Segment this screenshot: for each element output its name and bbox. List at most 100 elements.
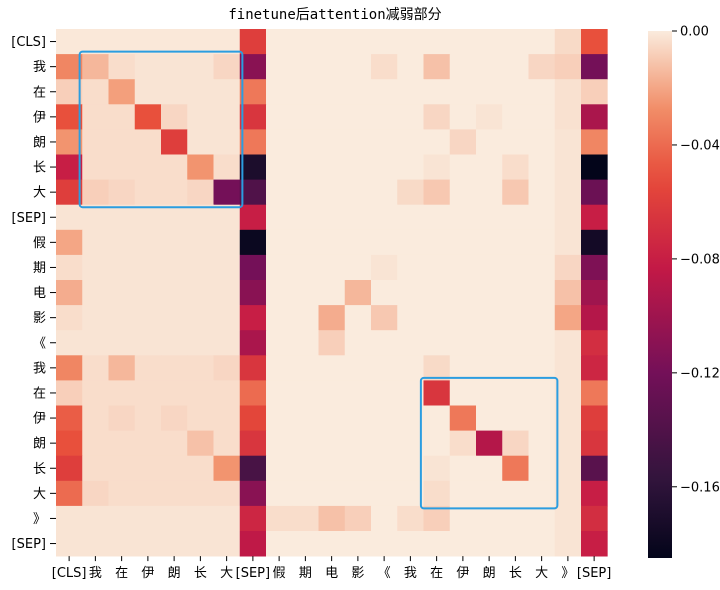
heatmap-cell-r5-c19 bbox=[554, 154, 582, 180]
heatmap-cell-r5-c8 bbox=[266, 154, 293, 180]
heatmap-cell-r8-c10 bbox=[318, 229, 346, 256]
heatmap-cell-r16-c13 bbox=[397, 430, 424, 457]
heatmap-cell-r1-c2 bbox=[108, 54, 136, 80]
heatmap-cell-r9-c1 bbox=[82, 254, 109, 281]
heatmap-cell-r3-c17 bbox=[502, 104, 529, 130]
heatmap-cell-r20-c14 bbox=[423, 531, 451, 557]
heatmap-cell-r14-c8 bbox=[266, 380, 293, 406]
heatmap-cell-r12-c4 bbox=[161, 330, 188, 356]
row-label-6: 大 bbox=[33, 186, 46, 201]
heatmap-cell-r2-c10 bbox=[318, 79, 346, 105]
heatmap-cell-r11-c12 bbox=[371, 305, 398, 331]
heatmap-cell-r1-c1 bbox=[82, 54, 109, 80]
heatmap-cell-r3-c16 bbox=[476, 104, 503, 130]
heatmap-cell-r15-c0 bbox=[56, 405, 83, 431]
heatmap-cell-r17-c8 bbox=[266, 455, 293, 482]
heatmap-cell-r14-c12 bbox=[371, 380, 398, 406]
heatmap-cell-r19-c4 bbox=[161, 505, 188, 532]
heatmap-cell-r20-c11 bbox=[344, 531, 372, 557]
heatmap-cell-r6-c12 bbox=[371, 179, 398, 206]
heatmap-cell-r15-c2 bbox=[108, 405, 136, 431]
heatmap-cell-r13-c1 bbox=[82, 355, 109, 381]
heatmap-cell-r7-c6 bbox=[213, 204, 241, 231]
heatmap-cell-r3-c15 bbox=[449, 104, 477, 130]
heatmap-cell-r6-c6 bbox=[213, 179, 241, 206]
heatmap-cell-r10-c10 bbox=[318, 280, 346, 306]
row-label-1: 我 bbox=[33, 60, 46, 75]
heatmap-cell-r4-c11 bbox=[344, 129, 372, 155]
heatmap-cell-r20-c6 bbox=[213, 531, 241, 557]
heatmap-cell-r0-c10 bbox=[318, 29, 346, 55]
heatmap-cell-r10-c0 bbox=[56, 280, 83, 306]
heatmap-cell-r8-c19 bbox=[554, 229, 582, 256]
heatmap-cell-r2-c20 bbox=[581, 79, 608, 105]
heatmap-cell-r6-c5 bbox=[187, 179, 214, 206]
heatmap-cell-r16-c3 bbox=[134, 430, 162, 457]
heatmap-cell-r10-c9 bbox=[292, 280, 319, 306]
heatmap-cell-r16-c2 bbox=[108, 430, 136, 457]
heatmap-cell-r9-c13 bbox=[397, 254, 424, 281]
heatmap-cell-r2-c19 bbox=[554, 79, 582, 105]
row-label-10: 电 bbox=[33, 286, 46, 301]
heatmap-cell-r8-c8 bbox=[266, 229, 293, 256]
heatmap-cell-r11-c8 bbox=[266, 305, 293, 331]
heatmap-cell-r1-c3 bbox=[134, 54, 162, 80]
column-label-17: 长 bbox=[509, 566, 522, 581]
heatmap-cell-r12-c15 bbox=[449, 330, 477, 356]
heatmap-cell-r7-c3 bbox=[134, 204, 162, 231]
heatmap-cell-r7-c20 bbox=[581, 204, 608, 231]
heatmap-cell-r0-c20 bbox=[581, 29, 608, 55]
heatmap-cell-r20-c18 bbox=[528, 531, 556, 557]
heatmap-cell-r18-c8 bbox=[266, 480, 293, 507]
heatmap-cell-r7-c19 bbox=[554, 204, 582, 231]
heatmap-cell-r0-c18 bbox=[528, 29, 556, 55]
heatmap-cell-r10-c5 bbox=[187, 280, 214, 306]
colorbar-ticks: 0.00 −0.04 −0.08 −0.12 −0.16 bbox=[672, 25, 720, 495]
heatmap-cell-r19-c11 bbox=[344, 505, 372, 532]
heatmap-cell-r1-c7 bbox=[239, 54, 267, 80]
heatmap-cell-r4-c15 bbox=[449, 129, 477, 155]
heatmap-cell-r5-c5 bbox=[187, 154, 214, 180]
heatmap-cell-r8-c15 bbox=[449, 229, 477, 256]
heatmap-cell-r2-c12 bbox=[371, 79, 398, 105]
heatmap-cell-r0-c8 bbox=[266, 29, 293, 55]
heatmap-cell-r10-c16 bbox=[476, 280, 503, 306]
heatmap-cell-r12-c12 bbox=[371, 330, 398, 356]
heatmap-cell-r6-c3 bbox=[134, 179, 162, 206]
heatmap-cell-r8-c0 bbox=[56, 229, 83, 256]
heatmap-cell-r15-c1 bbox=[82, 405, 109, 431]
heatmap-cell-r7-c15 bbox=[449, 204, 477, 231]
heatmap-cell-r0-c4 bbox=[161, 29, 188, 55]
heatmap-cell-r3-c0 bbox=[56, 104, 83, 130]
heatmap-cell-r18-c19 bbox=[554, 480, 582, 507]
heatmap-cell-r9-c2 bbox=[108, 254, 136, 281]
heatmap-cell-r3-c18 bbox=[528, 104, 556, 130]
heatmap-cell-r2-c7 bbox=[239, 79, 267, 105]
heatmap-cell-r3-c3 bbox=[134, 104, 162, 130]
heatmap-cell-r14-c9 bbox=[292, 380, 319, 406]
heatmap-cell-r16-c14 bbox=[423, 430, 451, 457]
row-label-4: 朗 bbox=[33, 135, 46, 150]
column-label-15: 伊 bbox=[456, 566, 469, 581]
heatmap-cell-r1-c13 bbox=[397, 54, 424, 80]
heatmap-cell-r20-c15 bbox=[449, 531, 477, 557]
heatmap-cell-r7-c2 bbox=[108, 204, 136, 231]
heatmap-cell-r0-c1 bbox=[82, 29, 109, 55]
heatmap-cell-r17-c4 bbox=[161, 455, 188, 482]
heatmap-cell-r11-c16 bbox=[476, 305, 503, 331]
heatmap-cell-r12-c13 bbox=[397, 330, 424, 356]
heatmap-cell-r2-c18 bbox=[528, 79, 556, 105]
heatmap-cell-r20-c13 bbox=[397, 531, 424, 557]
heatmap-cell-r17-c16 bbox=[476, 455, 503, 482]
heatmap-cell-r9-c18 bbox=[528, 254, 556, 281]
heatmap-cell-r1-c11 bbox=[344, 54, 372, 80]
heatmap-cell-r15-c11 bbox=[344, 405, 372, 431]
heatmap-cell-r7-c0 bbox=[56, 204, 83, 231]
heatmap-cell-r10-c13 bbox=[397, 280, 424, 306]
heatmap-cell-r9-c9 bbox=[292, 254, 319, 281]
heatmap-cell-r10-c15 bbox=[449, 280, 477, 306]
heatmap-cell-r20-c8 bbox=[266, 531, 293, 557]
heatmap-cell-r6-c13 bbox=[397, 179, 424, 206]
heatmap-cell-r16-c4 bbox=[161, 430, 188, 457]
heatmap-cell-r6-c0 bbox=[56, 179, 83, 206]
